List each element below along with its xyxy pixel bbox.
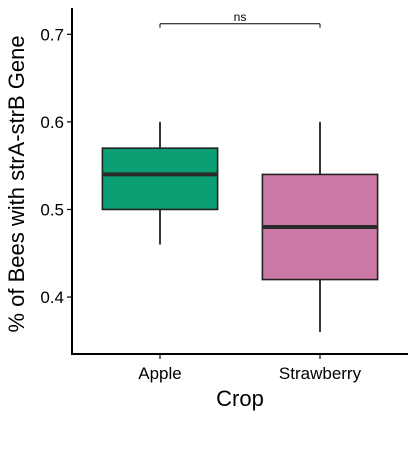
x-axis-title: Crop [216, 386, 264, 411]
y-axis-title: % of Bees with strA-strB Gene [4, 35, 29, 332]
y-tick-label: 0.6 [40, 113, 64, 132]
box-strawberry [261, 121, 379, 333]
x-tick-label: Strawberry [279, 364, 362, 383]
boxes-group [101, 121, 379, 333]
y-tick-label: 0.5 [40, 200, 64, 219]
significance-annotation: ns [159, 10, 321, 28]
axes: 0.4 0.5 0.6 0.7 Apple Strawberry [40, 8, 408, 383]
box-apple [101, 121, 219, 245]
y-tick-label: 0.4 [40, 288, 64, 307]
y-tick-label: 0.7 [40, 25, 64, 44]
iqr-box [101, 147, 219, 211]
x-tick-label: Apple [138, 364, 181, 383]
significance-label: ns [234, 10, 247, 24]
